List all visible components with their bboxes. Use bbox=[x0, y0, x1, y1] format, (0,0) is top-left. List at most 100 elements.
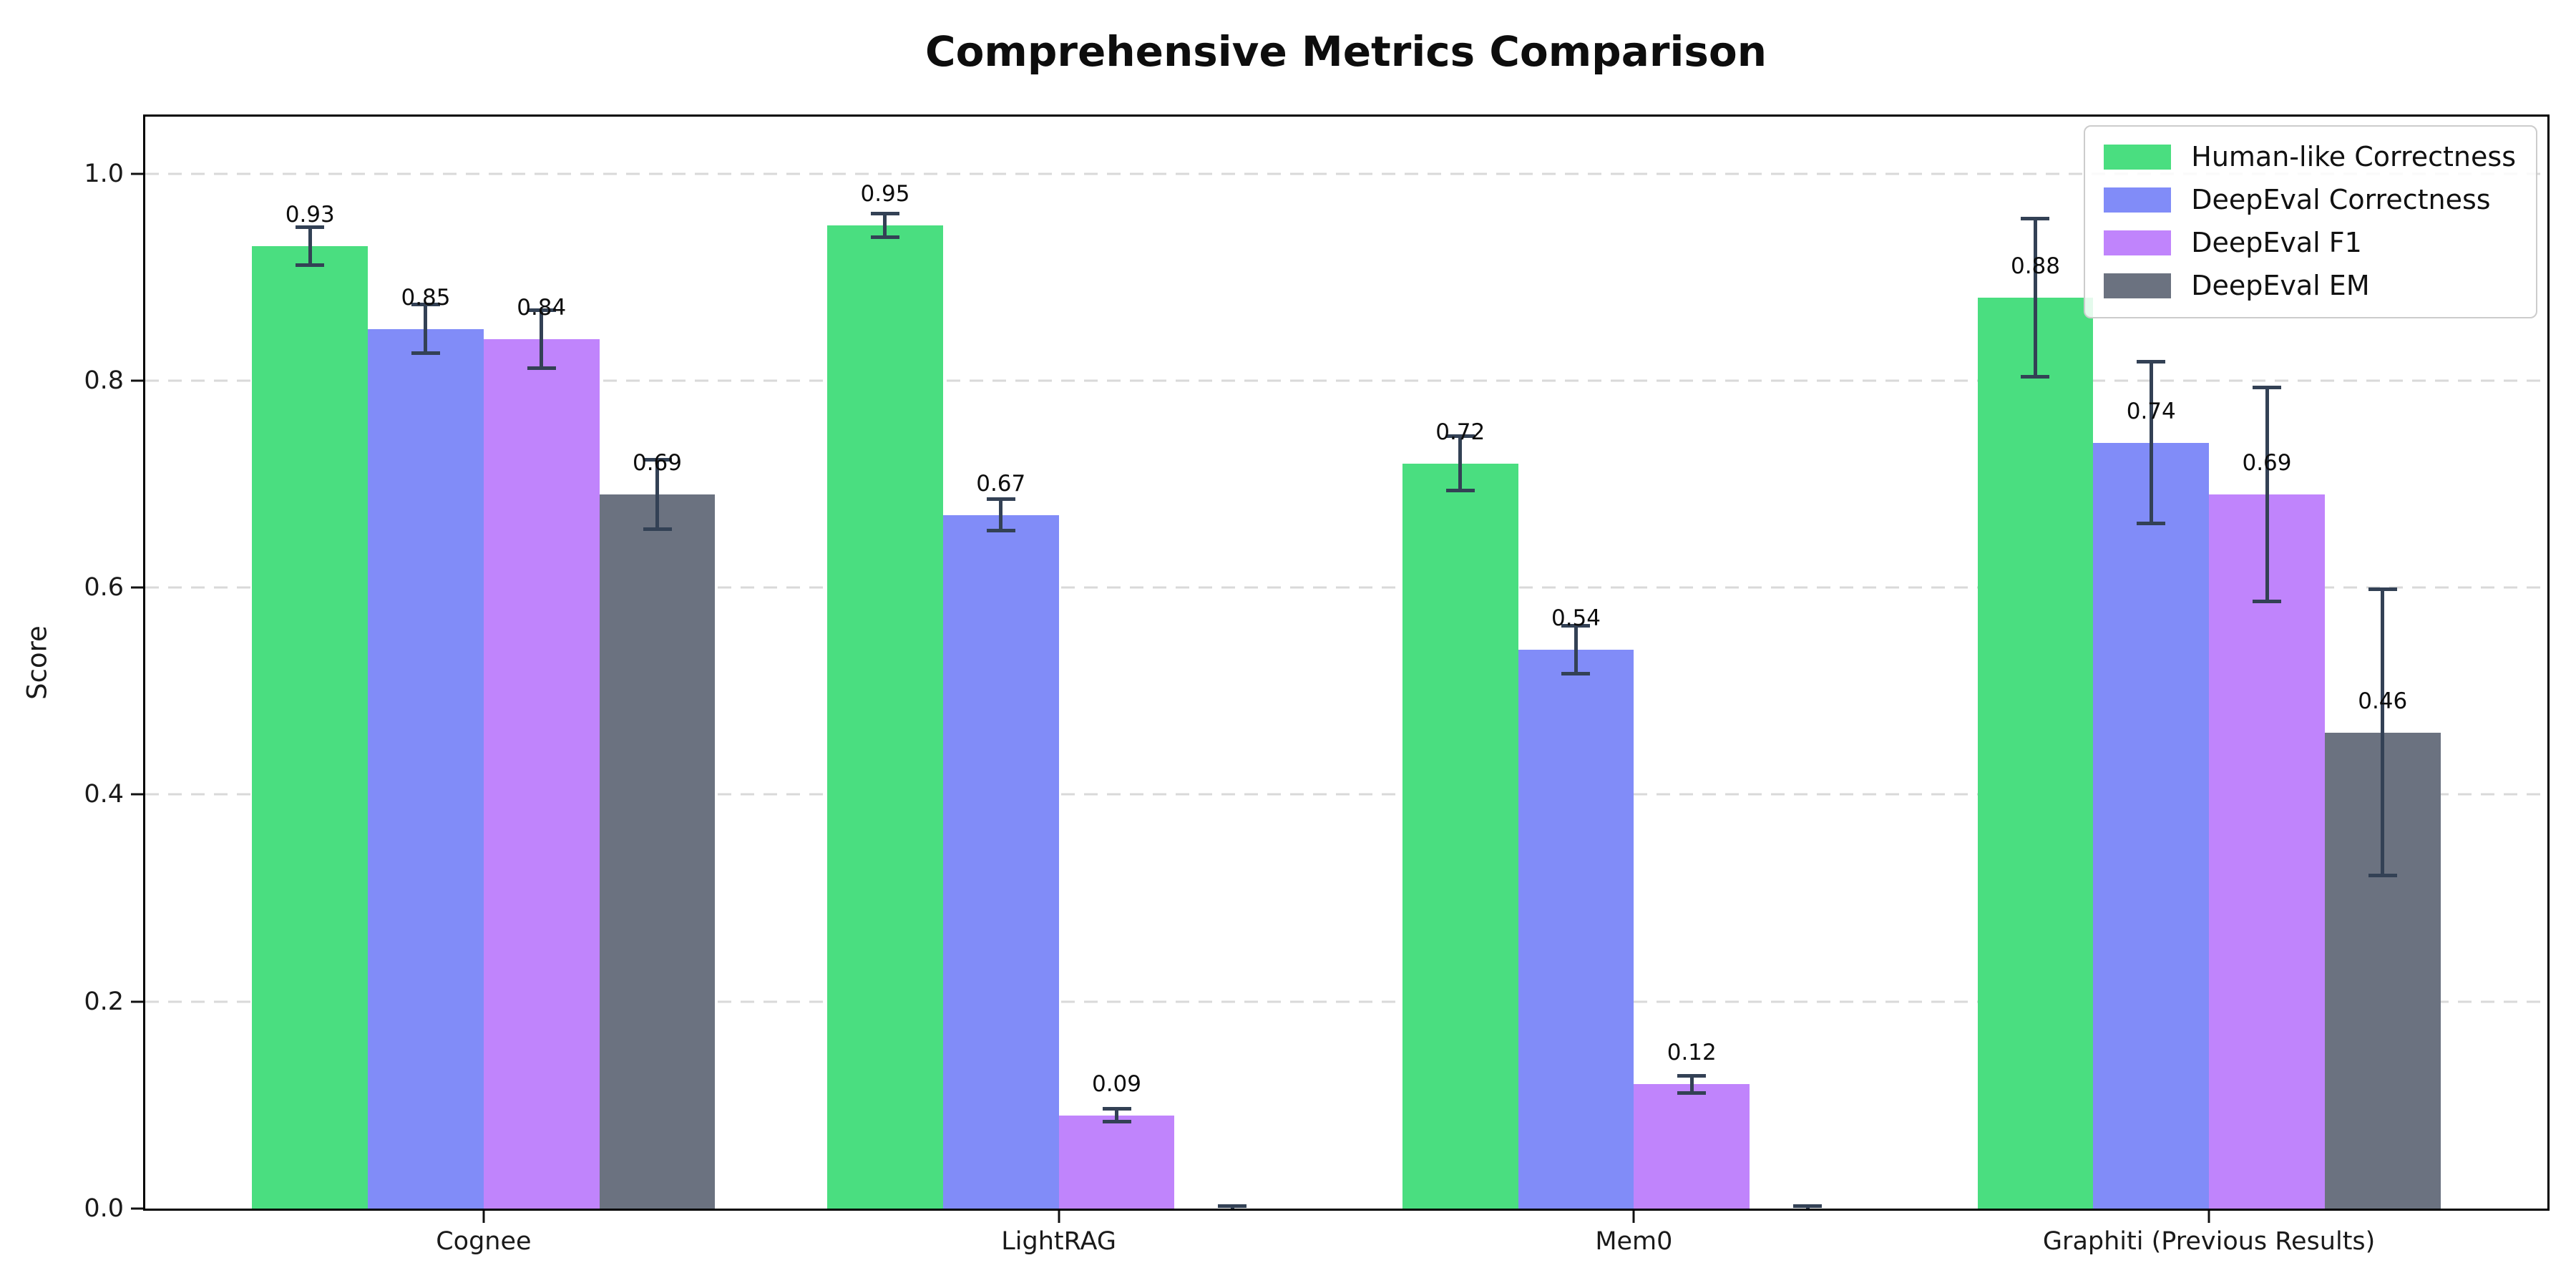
error-bar-cap-bottom bbox=[1445, 489, 1475, 493]
bar-value-label: 0.72 bbox=[1435, 419, 1485, 445]
bar-value-label: 0.85 bbox=[401, 284, 451, 311]
y-tick-label: 0.6 bbox=[84, 573, 124, 602]
x-tick bbox=[1058, 1211, 1060, 1223]
gridline bbox=[145, 1000, 2547, 1003]
bar-value-label: 0.46 bbox=[2358, 688, 2408, 714]
x-tick bbox=[1632, 1211, 1635, 1223]
bar-value-label: 0.09 bbox=[1091, 1070, 1142, 1097]
bar: 0.09 bbox=[1058, 1071, 1175, 1209]
error-bar-line bbox=[2149, 359, 2153, 526]
error-bar-line bbox=[2033, 217, 2037, 379]
error-bar-cap-top bbox=[527, 308, 556, 312]
error-bar-line bbox=[1689, 1073, 1694, 1095]
chart-title: Comprehensive Metrics Comparison bbox=[925, 27, 1767, 76]
bar-value-label: 0.84 bbox=[517, 295, 567, 321]
error-bar-line bbox=[2381, 587, 2385, 878]
error-bar-cap-bottom bbox=[643, 527, 672, 531]
bar: 0.72 bbox=[1402, 419, 1518, 1209]
y-tick bbox=[131, 1000, 143, 1003]
error-bar-cap-top bbox=[1793, 1204, 1822, 1209]
error-bar-cap-bottom bbox=[870, 235, 899, 239]
x-tick bbox=[482, 1211, 485, 1223]
error-bar bbox=[2368, 587, 2397, 878]
bar: 0.85 bbox=[368, 285, 484, 1209]
x-tick-label: Mem0 bbox=[1595, 1227, 1673, 1256]
bar: 0.74 bbox=[2093, 359, 2210, 1209]
error-bar-line bbox=[883, 212, 887, 239]
legend-label: DeepEval Correctness bbox=[2191, 184, 2491, 215]
error-bar-line bbox=[1115, 1107, 1118, 1124]
error-bar bbox=[2253, 386, 2281, 603]
error-bar bbox=[1445, 434, 1475, 493]
error-bar-cap-top bbox=[1102, 1107, 1131, 1111]
error-bar bbox=[1677, 1073, 1707, 1095]
error-bar-line bbox=[999, 497, 1003, 533]
error-bar-cap-top bbox=[2021, 217, 2050, 221]
error-bar bbox=[1561, 623, 1591, 676]
y-tick-label: 0.0 bbox=[84, 1194, 124, 1223]
bar: 0.67 bbox=[942, 471, 1059, 1209]
error-bar bbox=[643, 458, 672, 531]
error-bar-cap-bottom bbox=[527, 366, 556, 371]
bar-value-label: 0.69 bbox=[2242, 449, 2292, 476]
bar: 0.12 bbox=[1634, 1040, 1750, 1209]
error-bar-line bbox=[424, 303, 428, 355]
error-bar bbox=[527, 308, 556, 371]
error-bar-cap-top bbox=[986, 497, 1015, 502]
legend-swatch bbox=[2104, 144, 2172, 170]
bar: 0.69 bbox=[599, 450, 716, 1209]
bar: 0.93 bbox=[252, 202, 369, 1209]
error-bar bbox=[2137, 359, 2166, 526]
error-bar-cap-bottom bbox=[1102, 1120, 1131, 1124]
error-bar bbox=[986, 497, 1015, 533]
error-bar bbox=[1793, 1204, 1822, 1209]
error-bar bbox=[2021, 217, 2050, 379]
y-tick bbox=[131, 379, 143, 382]
error-bar-cap-top bbox=[296, 225, 325, 229]
gridline bbox=[145, 172, 2547, 175]
y-tick bbox=[131, 586, 143, 589]
error-bar-cap-top bbox=[1445, 434, 1475, 439]
error-bar-cap-top bbox=[1677, 1073, 1707, 1078]
y-tick-label: 0.4 bbox=[84, 780, 124, 809]
error-bar-cap-top bbox=[870, 212, 899, 216]
legend-row: DeepEval Correctness bbox=[2104, 184, 2516, 215]
legend-swatch bbox=[2104, 187, 2172, 213]
plot-area: Human-like Correctness DeepEval Correctne… bbox=[84, 114, 2550, 1256]
error-bar-cap-top bbox=[1218, 1204, 1247, 1209]
bar-value-label: 0.67 bbox=[976, 470, 1026, 497]
bar-value-label: 0.88 bbox=[2010, 253, 2060, 280]
error-bar-line bbox=[1574, 623, 1578, 676]
gridline bbox=[145, 793, 2547, 796]
error-bar-cap-bottom bbox=[2253, 599, 2281, 603]
legend: Human-like Correctness DeepEval Correctne… bbox=[2084, 125, 2537, 318]
bar-value-label: 0.12 bbox=[1667, 1040, 1717, 1066]
y-tick-label: 0.8 bbox=[84, 366, 124, 395]
error-bar-cap-bottom bbox=[2021, 374, 2050, 379]
bar-value-label: 0.95 bbox=[860, 180, 910, 207]
legend-swatch bbox=[2104, 230, 2172, 255]
error-bar-line bbox=[655, 458, 659, 531]
legend-label: DeepEval F1 bbox=[2191, 227, 2362, 258]
legend-label: Human-like Correctness bbox=[2191, 141, 2516, 172]
y-tick bbox=[131, 172, 143, 175]
gridline bbox=[145, 379, 2547, 382]
error-bar-line bbox=[540, 308, 544, 371]
bar-value-label: 0.74 bbox=[2126, 398, 2176, 424]
legend-swatch bbox=[2104, 273, 2172, 298]
bar: 0.88 bbox=[1977, 217, 2094, 1209]
gridline bbox=[145, 586, 2547, 589]
error-bar-line bbox=[1458, 434, 1463, 493]
error-bar bbox=[870, 212, 899, 239]
error-bar-line bbox=[2265, 386, 2269, 603]
bar: 0.95 bbox=[827, 181, 943, 1209]
y-tick-label: 0.2 bbox=[84, 987, 124, 1016]
x-tick bbox=[2207, 1211, 2210, 1223]
bar: 0.84 bbox=[483, 295, 600, 1209]
bar: 0.46 bbox=[2324, 587, 2441, 1209]
error-bar bbox=[1218, 1204, 1247, 1209]
y-tick bbox=[131, 793, 143, 796]
error-bar-cap-top bbox=[643, 458, 672, 462]
legend-row: Human-like Correctness bbox=[2104, 141, 2516, 172]
